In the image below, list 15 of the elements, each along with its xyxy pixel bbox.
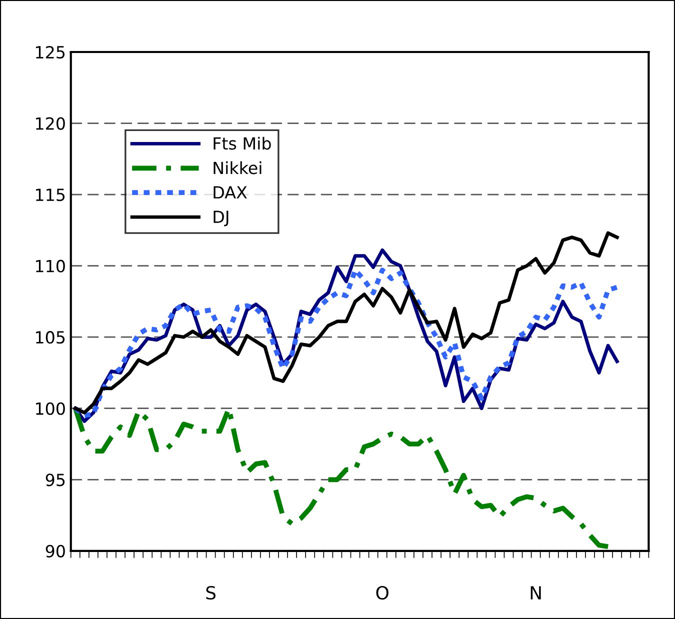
x-tick-label: S	[206, 586, 216, 600]
legend-label: DJ	[214, 210, 228, 226]
y-tick-label: 115	[36, 188, 65, 202]
y-tick-label: 100	[36, 402, 65, 415]
y-tick-label: 95	[46, 474, 65, 486]
legend-label: Nikkei	[214, 161, 262, 174]
y-tick-label: 120	[36, 117, 65, 130]
x-tick-label: N	[530, 586, 541, 600]
y-tick-label: 125	[36, 46, 65, 59]
legend-label: Fts Mib	[214, 136, 271, 150]
legend-label: DAX	[214, 186, 247, 198]
x-tick-label: O	[376, 586, 388, 600]
y-tick-label: 105	[36, 331, 65, 344]
y-tick-label: 110	[36, 260, 65, 272]
y-tick-label: 90	[46, 544, 65, 558]
